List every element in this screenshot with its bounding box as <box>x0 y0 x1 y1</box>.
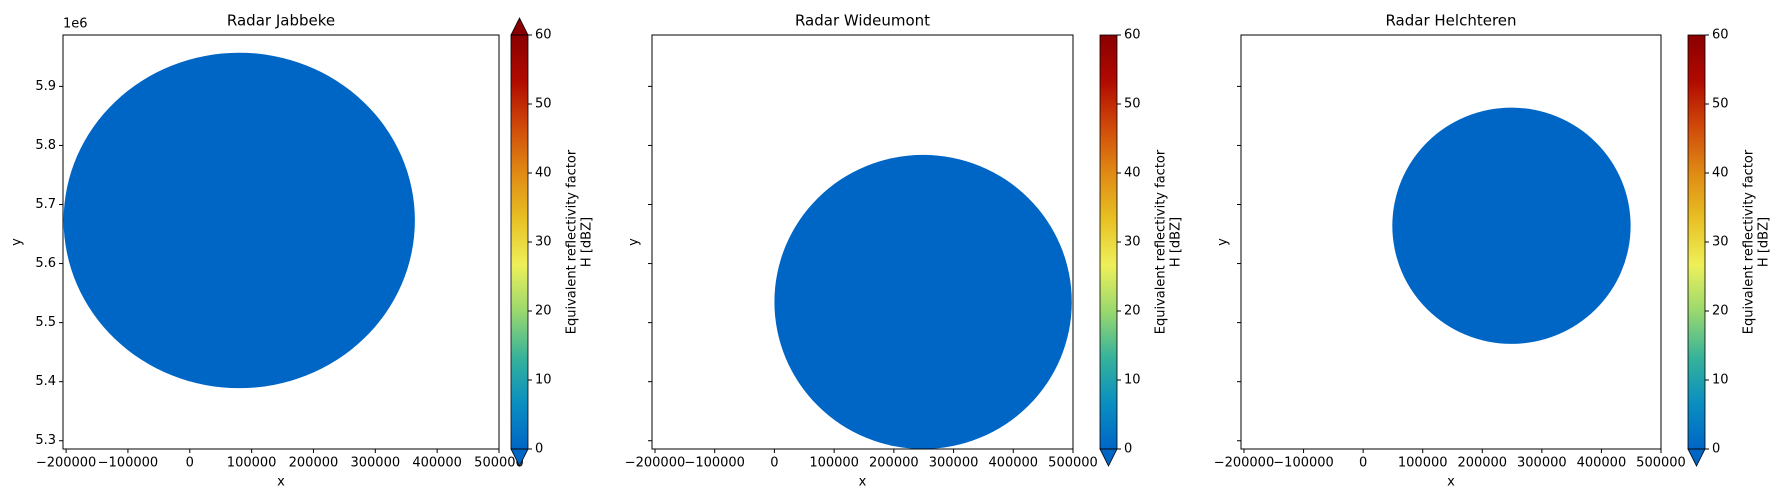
colorbar-tick-label: 0 <box>535 442 543 457</box>
x-tick-label: 100000 <box>227 456 277 471</box>
x-tick-label: 0 <box>1359 456 1367 471</box>
x-tick-label: 400000 <box>988 456 1038 471</box>
x-tick-label: 500000 <box>1048 456 1098 471</box>
x-tick-label: 0 <box>186 456 194 471</box>
y-tick-label: 5.7 <box>35 197 56 212</box>
x-tick-label: 0 <box>770 456 778 471</box>
colorbar-label: H [dBZ] <box>1757 217 1772 267</box>
colorbar-tick-label: 10 <box>535 373 552 388</box>
y-offset-label: 1e6 <box>63 17 88 32</box>
x-tick-label: −200000 <box>36 456 97 471</box>
x-tick-label: −200000 <box>1214 456 1275 471</box>
x-tick-label: −100000 <box>98 456 159 471</box>
x-tick-label: 100000 <box>809 456 859 471</box>
colorbar-tick-label: 50 <box>1124 97 1141 112</box>
y-axis-label: y <box>10 238 25 246</box>
radar-coverage <box>1392 107 1631 344</box>
x-tick-label: 300000 <box>1517 456 1567 471</box>
colorbar-label: H [dBZ] <box>580 217 595 267</box>
y-tick-label: 5.6 <box>35 256 56 271</box>
colorbar-tick-label: 30 <box>535 235 552 250</box>
colorbar-tick-label: 60 <box>535 28 552 43</box>
y-tick-label: 5.3 <box>35 433 56 448</box>
colorbar <box>1688 35 1705 449</box>
colorbar <box>1100 35 1117 449</box>
y-axis-label: y <box>627 238 642 246</box>
colorbar-tick-label: 50 <box>535 97 552 112</box>
colorbar-tick-label: 40 <box>1712 166 1729 181</box>
colorbar-tick-label: 60 <box>1124 28 1141 43</box>
colorbar-label: Equivalent reflectivity factor <box>565 149 580 334</box>
axes-frame <box>651 34 1074 450</box>
x-axis-label: x <box>277 475 285 490</box>
colorbar-label: H [dBZ] <box>1169 217 1184 267</box>
colorbar-tick-label: 60 <box>1712 28 1729 43</box>
colorbar-tick-label: 0 <box>1124 442 1132 457</box>
colorbar-tick-label: 30 <box>1124 235 1141 250</box>
colorbar-tick-label: 0 <box>1712 442 1720 457</box>
x-tick-label: −200000 <box>625 456 686 471</box>
title: Radar Wideumont <box>795 12 930 30</box>
x-axis-label: x <box>859 475 867 490</box>
x-tick-label: 500000 <box>474 456 524 471</box>
colorbar-tick-label: 30 <box>1712 235 1729 250</box>
x-tick-label: 400000 <box>412 456 462 471</box>
x-tick-label: 300000 <box>350 456 400 471</box>
x-tick-label: −100000 <box>1273 456 1334 471</box>
colorbar-label: Equivalent reflectivity factor <box>1742 149 1757 334</box>
colorbar-label: Equivalent reflectivity factor <box>1154 149 1169 334</box>
colorbar <box>511 35 528 449</box>
radar-coverage <box>63 52 415 389</box>
x-tick-label: 300000 <box>929 456 979 471</box>
x-tick-label: 100000 <box>1398 456 1448 471</box>
x-tick-label: 200000 <box>869 456 919 471</box>
y-tick-label: 5.5 <box>35 315 56 330</box>
colorbar-tick-label: 40 <box>535 166 552 181</box>
colorbar-tick-label: 20 <box>1712 304 1729 319</box>
colorbar-tick-label: 50 <box>1712 97 1729 112</box>
radar-coverage <box>774 154 1072 449</box>
x-tick-label: 500000 <box>1636 456 1686 471</box>
title: Radar Jabbeke <box>227 12 335 30</box>
colorbar-extend-min <box>1687 448 1706 467</box>
colorbar-tick-label: 10 <box>1124 373 1141 388</box>
colorbar-tick-label: 40 <box>1124 166 1141 181</box>
y-tick-label: 5.9 <box>35 79 56 94</box>
colorbar-tick-label: 20 <box>1124 304 1141 319</box>
x-tick-label: 200000 <box>1457 456 1507 471</box>
x-tick-label: −100000 <box>684 456 745 471</box>
colorbar-tick-label: 20 <box>535 304 552 319</box>
colorbar-extend-min <box>1099 448 1118 467</box>
x-tick-label: 400000 <box>1577 456 1627 471</box>
colorbar-extend-max <box>510 17 529 36</box>
title: Radar Helchteren <box>1385 12 1516 30</box>
axes-frame <box>1240 34 1662 450</box>
axes-frame <box>62 34 500 450</box>
y-axis-label: y <box>1216 238 1231 246</box>
x-axis-label: x <box>1447 475 1455 490</box>
colorbar-tick-label: 10 <box>1712 373 1729 388</box>
y-tick-label: 5.8 <box>35 138 56 153</box>
x-tick-label: 200000 <box>289 456 339 471</box>
y-tick-label: 5.4 <box>35 374 56 389</box>
